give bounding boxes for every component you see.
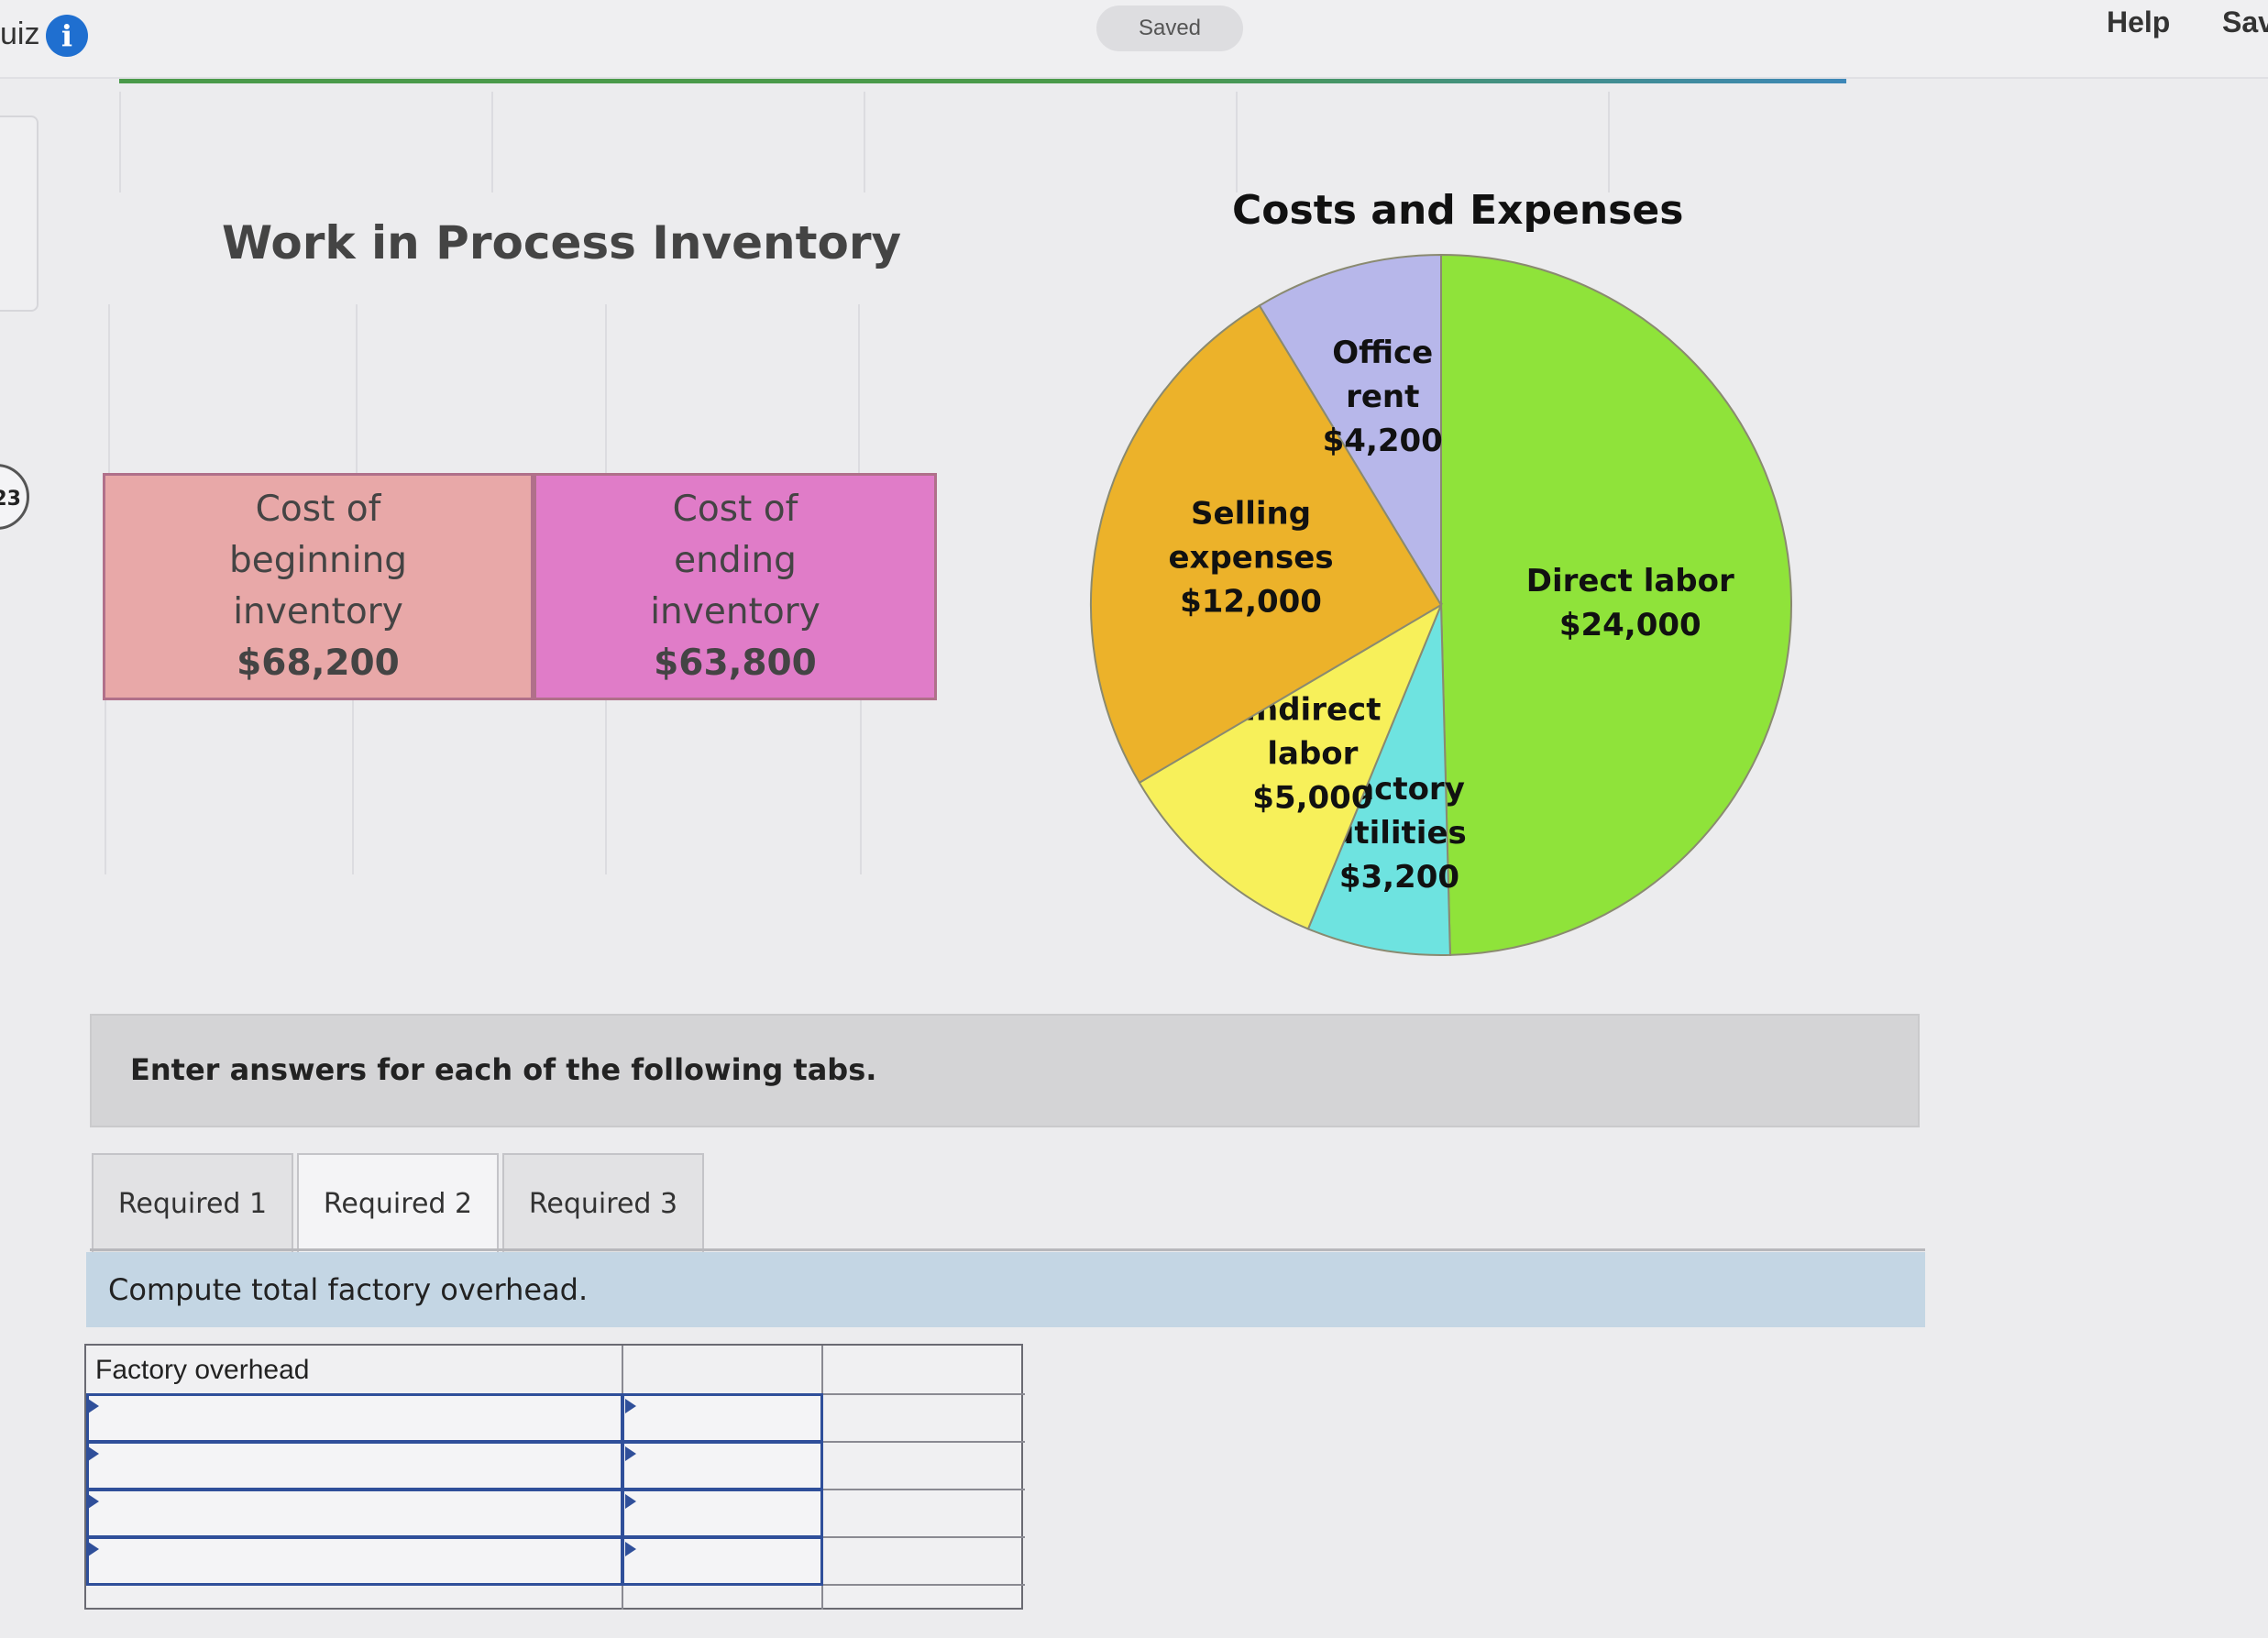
pie-chart-title: Costs and Expenses (1232, 187, 1684, 234)
dropdown-marker-icon (88, 1446, 99, 1461)
pie-label-selling-expenses: Selling expenses $12,000 (1168, 496, 1333, 621)
row-divider (821, 1489, 1025, 1490)
question-number-badge[interactable]: 23 (0, 464, 29, 530)
pie-label-indirect-labor: Indirect labor $5,000 (1244, 692, 1381, 817)
ending-label-line: Cost of (672, 489, 798, 530)
beginning-label-line: beginning (228, 540, 408, 581)
grid-line (356, 304, 358, 473)
tab-required-1[interactable]: Required 1 (92, 1153, 293, 1252)
overhead-item-input[interactable] (86, 1393, 623, 1443)
overhead-item-input[interactable] (86, 1441, 623, 1490)
pie-label-factory-utilities: Factory utilities $3,200 (1332, 771, 1467, 896)
top-bar: uiz i Saved Help Sav (0, 0, 2268, 79)
overhead-amount-input[interactable] (622, 1441, 823, 1490)
grid-line (860, 700, 862, 874)
table-header-label: Factory overhead (95, 1355, 310, 1385)
pie-slice-selling-expenses (1090, 304, 1443, 785)
tab-required-2[interactable]: Required 2 (297, 1153, 499, 1252)
side-panel-tab[interactable] (0, 115, 39, 312)
ending-inventory-box: Cost of ending inventory $63,800 (534, 473, 937, 700)
grid-line (105, 700, 106, 874)
overhead-item-input[interactable] (86, 1489, 623, 1538)
overhead-amount-input[interactable] (622, 1536, 823, 1586)
row-divider (821, 1441, 1025, 1443)
factory-overhead-table: Factory overhead (84, 1344, 1025, 1610)
saved-status-badge: Saved (1096, 5, 1243, 51)
dropdown-marker-icon (625, 1446, 636, 1461)
grid-line (858, 304, 860, 473)
row-divider (821, 1393, 1025, 1395)
help-link[interactable]: Help (2107, 5, 2171, 38)
dropdown-marker-icon (88, 1494, 99, 1509)
instructions-text: Enter answers for each of the following … (130, 1052, 877, 1087)
progress-line (119, 79, 1846, 83)
beginning-label-line: inventory (233, 591, 403, 632)
wip-inventory-title: Work in Process Inventory (222, 216, 902, 269)
grid-line (864, 92, 865, 192)
dropdown-marker-icon (625, 1399, 636, 1413)
grid-line (605, 700, 607, 874)
row-divider (821, 1536, 1025, 1538)
task-prompt-bar: Compute total factory overhead. (86, 1252, 1925, 1327)
tab-divider (90, 1248, 1925, 1251)
problem-figure: Work in Process Inventory Cost of beginn… (103, 92, 1890, 972)
pie-slice-direct-labor (1440, 253, 1792, 956)
grid-line (119, 92, 121, 192)
grid-line (1236, 92, 1238, 192)
beginning-inventory-amount: $68,200 (237, 643, 400, 684)
dropdown-marker-icon (625, 1494, 636, 1509)
overhead-item-input[interactable] (86, 1536, 623, 1586)
dropdown-marker-icon (88, 1399, 99, 1413)
quiz-title: uiz (0, 16, 40, 51)
overhead-amount-input[interactable] (622, 1489, 823, 1538)
pie-label-direct-labor: Direct labor $24,000 (1526, 563, 1734, 643)
grid-line (352, 700, 354, 874)
beginning-label-line: Cost of (255, 489, 381, 530)
overhead-amount-input[interactable] (622, 1393, 823, 1443)
dropdown-marker-icon (88, 1542, 99, 1556)
grid-line (108, 304, 110, 473)
pie-label-office-rent: Office rent $4,200 (1323, 335, 1443, 459)
costs-pie-chart: Direct labor $24,000 Factory utilities $3,20… (1090, 253, 1792, 956)
save-exit-link[interactable]: Sav (2222, 5, 2268, 38)
dropdown-marker-icon (625, 1542, 636, 1556)
ending-label-line: inventory (650, 591, 820, 632)
info-icon[interactable]: i (46, 15, 88, 57)
instructions-bar: Enter answers for each of the following … (90, 1014, 1920, 1127)
pie-slice-factory-utilities (1306, 604, 1451, 956)
task-prompt-text: Compute total factory overhead. (108, 1272, 589, 1307)
ending-label-line: ending (674, 540, 797, 581)
grid-line (491, 92, 493, 192)
tab-required-3[interactable]: Required 3 (502, 1153, 704, 1252)
grid-line (1608, 92, 1610, 192)
row-divider (821, 1584, 1025, 1586)
beginning-inventory-box: Cost of beginning inventory $68,200 (103, 473, 534, 700)
pie-slice-indirect-labor (1138, 602, 1444, 930)
pie-slice-office-rent (1258, 253, 1442, 609)
grid-line (605, 304, 607, 473)
ending-inventory-amount: $63,800 (654, 643, 817, 684)
